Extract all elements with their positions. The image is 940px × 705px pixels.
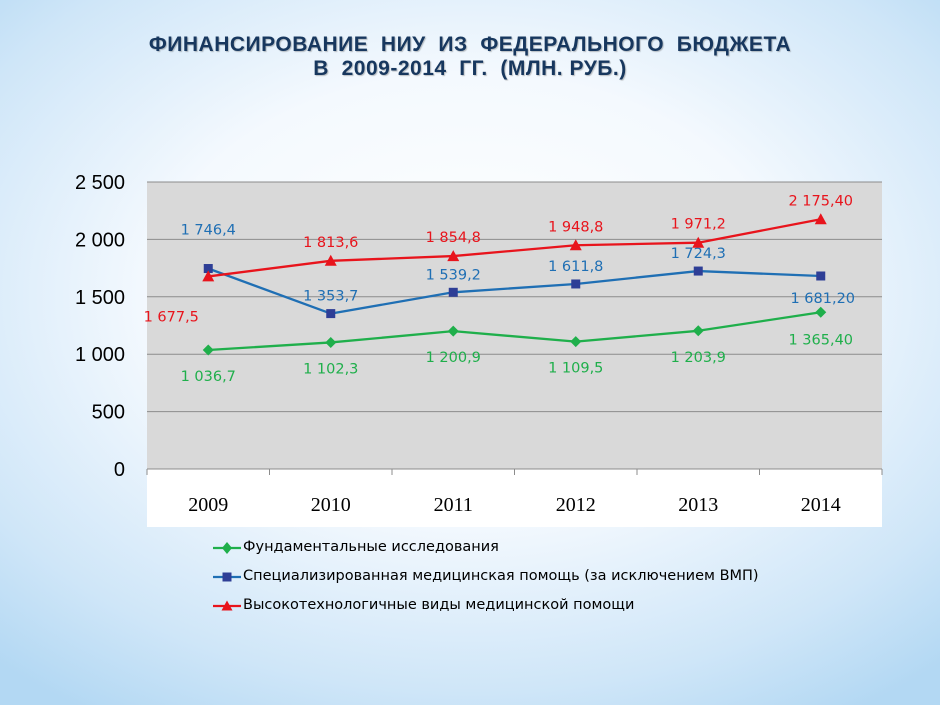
y-tick-label: 2 500 bbox=[75, 172, 125, 194]
x-tick-label: 2014 bbox=[801, 494, 841, 516]
data-label: 1 200,9 bbox=[426, 350, 481, 366]
data-point-square bbox=[571, 279, 581, 289]
data-point-square bbox=[693, 266, 703, 276]
y-tick-label: 500 bbox=[92, 402, 125, 424]
x-tick-label: 2011 bbox=[434, 494, 473, 516]
series-line-3 bbox=[208, 218, 821, 278]
data-label: 1 365,40 bbox=[788, 332, 853, 348]
chart-title-line1: ФИНАНСИРОВАНИЕ НИУ ИЗ ФЕДЕРАЛЬНОГО БЮДЖЕ… bbox=[148, 33, 792, 56]
data-point-triangle bbox=[324, 254, 337, 266]
data-point-triangle bbox=[569, 239, 582, 251]
data-label: 1 036,7 bbox=[181, 369, 236, 385]
y-tick-label: 2 000 bbox=[75, 229, 125, 251]
data-label: 1 813,6 bbox=[303, 235, 358, 251]
x-tick-label: 2012 bbox=[556, 494, 596, 516]
data-label: 1 854,8 bbox=[426, 230, 481, 246]
data-point-diamond bbox=[570, 336, 582, 348]
legend-swatch-diamond-icon bbox=[213, 542, 241, 554]
legend-label: Фундаментальные исследования bbox=[243, 539, 499, 555]
data-point-triangle bbox=[447, 250, 460, 262]
data-point-diamond bbox=[692, 325, 704, 337]
legend-swatch-triangle-icon bbox=[213, 600, 241, 611]
data-label: 1 102,3 bbox=[303, 361, 358, 377]
y-tick-label: 1 000 bbox=[75, 344, 125, 366]
data-label: 2 175,40 bbox=[788, 193, 853, 209]
plot-area bbox=[147, 182, 882, 469]
data-label: 1 203,9 bbox=[671, 350, 726, 366]
x-tick-label: 2009 bbox=[188, 494, 228, 516]
data-point-square bbox=[203, 264, 213, 274]
y-tick-label: 0 bbox=[114, 459, 125, 481]
data-label: 1 948,8 bbox=[548, 219, 603, 235]
legend-swatch-square-icon bbox=[213, 572, 241, 582]
data-label: 1 681,20 bbox=[790, 291, 855, 307]
x-tick-label: 2013 bbox=[678, 494, 718, 516]
y-tick-label: 1 500 bbox=[75, 287, 125, 309]
x-tick-label: 2010 bbox=[311, 494, 351, 516]
x-axis-area bbox=[147, 469, 882, 527]
legend-label: Высокотехнологичные виды медицинской пом… bbox=[243, 597, 635, 613]
data-point-square bbox=[326, 309, 336, 319]
chart-title-line2: В 2009-2014 ГГ. (МЛН. РУБ.) bbox=[313, 57, 627, 80]
data-label: 1 539,2 bbox=[426, 267, 481, 283]
data-point-diamond bbox=[325, 336, 337, 348]
data-label: 1 353,7 bbox=[303, 289, 358, 305]
data-label: 1 971,2 bbox=[671, 217, 726, 233]
data-point-square bbox=[448, 287, 458, 297]
data-point-diamond bbox=[202, 344, 214, 356]
data-label: 1 724,3 bbox=[671, 246, 726, 262]
data-point-square bbox=[816, 271, 826, 281]
series-line-1 bbox=[208, 311, 821, 352]
data-label: 1 677,5 bbox=[144, 309, 199, 325]
data-point-diamond bbox=[815, 306, 827, 318]
legend-label: Специализированная медицинская помощь (з… bbox=[243, 568, 759, 584]
series-line-2 bbox=[207, 267, 821, 315]
data-point-triangle bbox=[814, 213, 827, 225]
data-label: 1 109,5 bbox=[548, 361, 603, 377]
data-point-diamond bbox=[447, 325, 459, 337]
data-point-triangle bbox=[692, 236, 705, 248]
data-label: 1 611,8 bbox=[548, 259, 603, 275]
data-label: 1 746,4 bbox=[181, 223, 236, 239]
data-point-triangle bbox=[202, 270, 215, 282]
